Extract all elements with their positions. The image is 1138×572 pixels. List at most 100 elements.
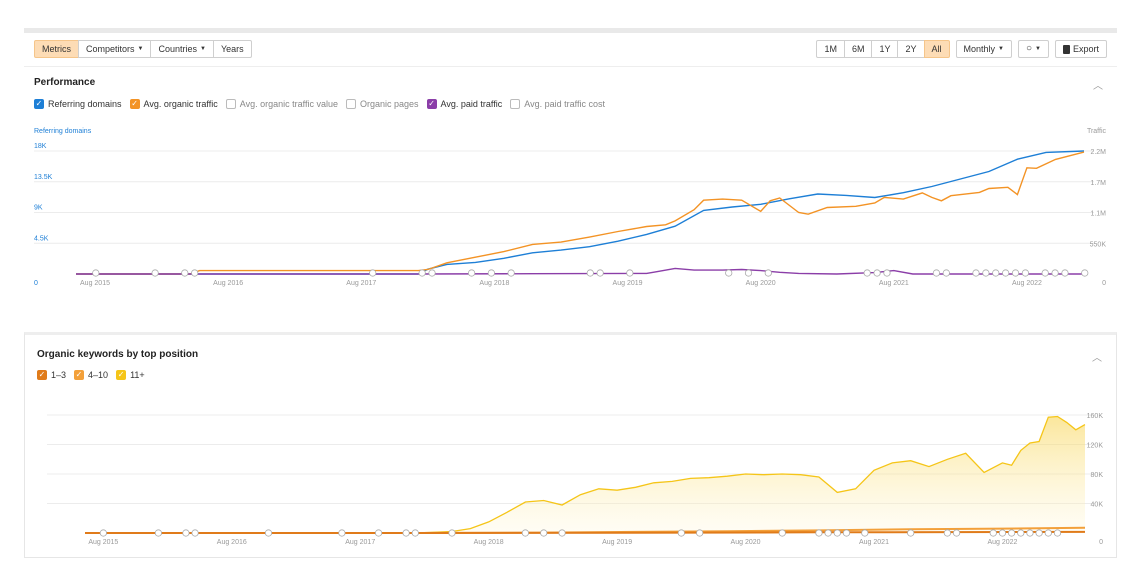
left-tick-label: 18K	[34, 143, 47, 150]
checkbox-checked-icon[interactable]: ✓	[129, 99, 140, 109]
performance-legend-label: Organic pages	[360, 99, 419, 109]
annotation-marker	[833, 529, 841, 537]
keywords-legend-item[interactable]: ✓ 4–10	[74, 370, 108, 380]
metrics-tab-label: Metrics	[42, 44, 71, 54]
countries-label: Countries	[158, 44, 197, 54]
annotation-marker	[181, 269, 189, 277]
right-tick-label: 120K	[1087, 443, 1104, 450]
annotation-marker	[428, 269, 436, 277]
annotation-marker	[725, 269, 733, 277]
performance-legend-item[interactable]: ✓ Avg. organic traffic	[129, 99, 218, 109]
collapse-icon[interactable]: ︿	[1093, 81, 1103, 92]
performance-legend-label: Avg. organic traffic	[143, 99, 218, 109]
annotation-marker	[696, 529, 704, 537]
chevron-down-icon: ▼	[200, 46, 206, 52]
range-selector: 1M 6M 1Y 2Y All	[816, 40, 950, 58]
right-tick-label: 80K	[1091, 472, 1104, 479]
performance-legend-item[interactable]: ✓ Avg. paid traffic	[426, 99, 502, 109]
range-all-button[interactable]: All	[923, 40, 950, 58]
x-tick-label: Aug 2018	[474, 539, 504, 546]
x-tick-label: Aug 2015	[88, 539, 118, 546]
keywords-title: Organic keywords by top position	[37, 349, 199, 360]
annotation-marker	[1017, 529, 1025, 537]
chevron-down-icon: ▼	[998, 46, 1004, 52]
annotation-marker	[1044, 529, 1052, 537]
range-1y-button[interactable]: 1Y	[871, 40, 899, 58]
checkbox-checked-icon[interactable]: ✓	[116, 370, 127, 380]
x-tick-label: Aug 2018	[479, 280, 509, 287]
right-axis-title: Traffic	[1087, 128, 1107, 135]
annotation-marker	[191, 529, 199, 537]
series-line	[85, 415, 1086, 534]
annotation-marker	[411, 529, 419, 537]
performance-legend-item[interactable]: ✓ Referring domains	[34, 99, 122, 109]
annotation-marker	[1002, 269, 1010, 277]
performance-legend-item[interactable]: Avg. paid traffic cost	[510, 99, 605, 109]
annotation-marker	[942, 269, 950, 277]
checkbox-checked-icon[interactable]: ✓	[426, 99, 437, 109]
annotation-marker	[989, 529, 997, 537]
performance-legend-label: Avg. paid traffic cost	[524, 99, 605, 109]
annotation-marker	[99, 529, 107, 537]
annotation-marker	[824, 529, 832, 537]
annotation-marker	[596, 269, 604, 277]
keywords-legend: ✓ 1–3 ✓ 4–10 ✓ 11+	[37, 370, 153, 380]
performance-legend-label: Avg. organic traffic value	[239, 99, 338, 109]
keywords-chart: 0 40K 80K 120K 160K Aug 2015 Aug 2016 Aug 2017 A…	[47, 413, 1104, 546]
performance-legend-item[interactable]: Organic pages	[346, 99, 419, 109]
range-1m-button[interactable]: 1M	[816, 40, 845, 58]
competitors-dropdown[interactable]: Competitors ▼	[78, 40, 152, 58]
checkbox-unchecked-icon[interactable]	[346, 99, 356, 109]
years-label: Years	[220, 44, 244, 54]
annotation-marker	[1026, 529, 1034, 537]
keywords-legend-item[interactable]: ✓ 1–3	[37, 370, 66, 380]
annotation-marker	[1081, 269, 1089, 277]
interval-dropdown[interactable]: Monthly ▼	[955, 40, 1012, 58]
annotation-marker	[151, 269, 159, 277]
series-line	[76, 267, 1084, 275]
annotation-marker	[487, 269, 495, 277]
annotation-marker	[264, 529, 273, 537]
export-button[interactable]: Export	[1054, 40, 1107, 58]
series-line	[76, 151, 1085, 275]
checkbox-unchecked-icon[interactable]	[225, 99, 236, 109]
performance-legend: ✓ Referring domains ✓ Avg. organic traffic A…	[34, 99, 613, 109]
right-tick-label: 1.1M	[1090, 211, 1106, 218]
view-tabs: Metrics Competitors ▼ Countries ▼ Years	[34, 40, 252, 58]
annotations-dropdown[interactable]: ○ ▼	[1017, 40, 1049, 58]
checkbox-unchecked-icon[interactable]	[510, 99, 521, 109]
performance-legend-item[interactable]: Avg. organic traffic value	[225, 99, 338, 109]
annotation-marker	[507, 269, 515, 277]
performance-panel: Performance ︿ ✓ Referring domains ✓ Avg. or…	[24, 66, 1117, 296]
range-2y-label: 2Y	[905, 44, 917, 54]
annotation-marker	[182, 529, 190, 537]
x-tick-label: Aug 2015	[80, 280, 110, 287]
x-tick-label: Aug 2017	[346, 280, 376, 287]
annotation-marker	[92, 269, 100, 277]
annotation-marker	[521, 529, 529, 537]
years-tab[interactable]: Years	[212, 40, 252, 58]
keywords-legend-label: 4–10	[88, 370, 109, 380]
checkbox-checked-icon[interactable]: ✓	[74, 370, 85, 380]
annotation-marker	[1041, 269, 1049, 277]
range-6m-label: 6M	[851, 44, 865, 54]
checkbox-checked-icon[interactable]: ✓	[34, 99, 44, 109]
annotation-marker	[677, 529, 685, 537]
annotation-marker	[842, 529, 851, 537]
collapse-icon[interactable]: ︿	[1092, 353, 1102, 364]
series-area	[85, 416, 1085, 533]
annotation-marker	[338, 529, 346, 537]
range-6m-button[interactable]: 6M	[843, 40, 873, 58]
annotation-marker	[907, 529, 915, 537]
countries-dropdown[interactable]: Countries ▼	[150, 40, 214, 58]
x-tick-label: Aug 2020	[731, 539, 761, 546]
annotation-marker	[626, 269, 634, 277]
right-tick-label: 550K	[1090, 241, 1107, 248]
checkbox-checked-icon[interactable]: ✓	[37, 370, 47, 380]
keywords-legend-item[interactable]: ✓ 11+	[116, 370, 145, 380]
right-tick-label: 2.2M	[1090, 149, 1106, 156]
x-tick-label: Aug 2019	[613, 280, 643, 287]
metrics-tab[interactable]: Metrics	[34, 40, 79, 58]
comment-icon: ○	[1025, 43, 1033, 54]
range-2y-button[interactable]: 2Y	[897, 40, 925, 58]
